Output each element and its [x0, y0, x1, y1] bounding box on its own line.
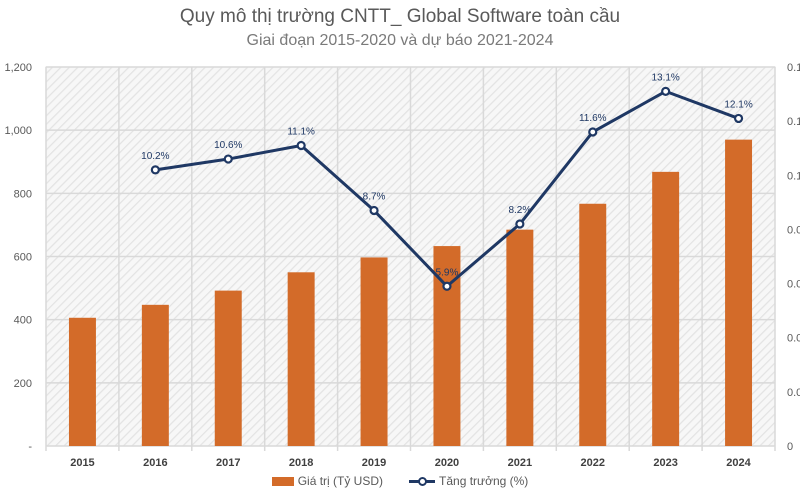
data-label-2020: 5.9%	[436, 267, 459, 278]
bar-2019	[360, 257, 388, 446]
growth-point-2020	[442, 281, 452, 291]
growth-point-2016	[150, 165, 160, 175]
x-tick-label: 2021	[508, 457, 532, 469]
bar-2024	[725, 139, 753, 446]
y-axis-right: 0 0.02 0.04 0.06 0.08 0.1 0.12 0.14	[787, 62, 800, 453]
bar-2022	[579, 203, 607, 446]
y-left-tick-label: 1,000	[4, 125, 32, 137]
x-tick-label: 2017	[216, 457, 240, 469]
y-left-tick-label: 800	[14, 188, 32, 200]
growth-point-2024	[733, 113, 744, 124]
chart-title: Quy mô thị trường CNTT_ Global Software …	[179, 6, 621, 27]
bar-swatch-icon	[271, 476, 294, 486]
line-marker-icon	[409, 476, 436, 486]
growth-point-2017	[223, 154, 233, 164]
y-right-tick-label: 0.08	[787, 224, 800, 236]
x-tick-label: 2024	[726, 457, 751, 469]
y-left-tick-label: 600	[14, 252, 32, 264]
y-left-tick-label: -	[28, 441, 32, 453]
x-tick-label: 2022	[581, 457, 605, 469]
growth-point-2022	[588, 127, 598, 137]
x-tick-label: 2020	[435, 457, 459, 469]
data-label-2023: 13.1%	[651, 72, 679, 83]
data-label-2024: 12.1%	[724, 99, 752, 110]
bar-2015	[68, 317, 96, 446]
data-label-2019: 8.7%	[363, 191, 386, 202]
legend-label-line: Tăng trưởng (%)	[439, 474, 529, 488]
y-right-tick-label: 0.12	[787, 116, 800, 128]
chart-subtitle: Giai đoạn 2015-2020 và dự báo 2021-2024	[246, 32, 554, 49]
y-right-tick-label: 0.04	[787, 333, 800, 345]
x-tick-label: 2023	[653, 457, 677, 469]
x-tick-label: 2015	[70, 457, 94, 469]
growth-point-2018	[296, 140, 306, 151]
bar-2021	[506, 229, 534, 446]
y-right-tick-label: 0.02	[787, 387, 800, 399]
bar-2023	[652, 171, 680, 446]
y-right-tick-label: 0.14	[787, 62, 800, 74]
y-left-tick-label: 1,200	[4, 62, 32, 74]
legend-item-bar: Giá trị (Tỷ USD)	[271, 474, 384, 488]
bar-2016	[141, 304, 169, 446]
data-label-2022: 11.6%	[579, 113, 607, 124]
bar-2017	[214, 290, 242, 446]
data-label-2017: 10.6%	[214, 140, 242, 151]
y-axis-left: - 200 400 600 800 1,000 1,200	[4, 62, 32, 453]
legend-item-line: Tăng trưởng (%)	[409, 474, 528, 488]
line-series: 10.2% 10.6% 11.1% 8.7% 5.9% 8.2% 11.6% 13.1% 12.…	[141, 72, 753, 291]
y-right-tick-label: 0.1	[787, 170, 800, 182]
x-tick-label: 2016	[143, 457, 167, 469]
bar-2018	[287, 272, 315, 446]
data-label-2018: 11.1%	[287, 127, 315, 138]
y-left-tick-label: 400	[14, 315, 32, 327]
y-right-tick-label: 0.06	[787, 279, 800, 291]
y-left-tick-label: 200	[14, 378, 32, 390]
legend: Giá trị (Tỷ USD) Tăng trưởng (%)	[0, 474, 800, 488]
y-right-tick-label: 0	[787, 441, 793, 453]
bar-series	[68, 139, 753, 446]
growth-point-2023	[661, 86, 671, 96]
data-label-2021: 8.2%	[508, 205, 531, 216]
legend-label-bar: Giá trị (Tỷ USD)	[297, 474, 384, 488]
x-axis: 2015 2016 2017 2018 2019 2020 2021 2022 2023 2024	[70, 457, 751, 469]
x-tick-label: 2018	[289, 457, 313, 469]
growth-point-2021	[515, 219, 525, 229]
x-tick-label: 2019	[362, 457, 386, 469]
data-label-2016: 10.2%	[141, 151, 169, 162]
growth-point-2019	[369, 205, 379, 216]
